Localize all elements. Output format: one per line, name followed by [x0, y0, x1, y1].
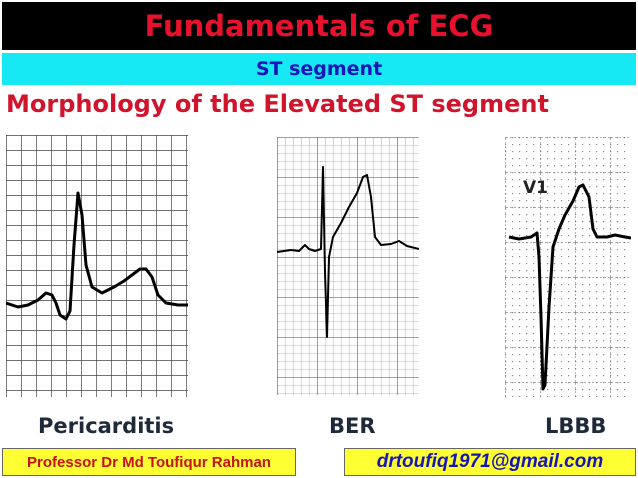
email-badge[interactable]: drtoufiq1971@gmail.com — [344, 448, 636, 476]
caption-lbbb: LBBB — [545, 414, 607, 438]
caption-ber: BER — [329, 414, 376, 438]
title-bar: Fundamentals of ECG — [2, 2, 636, 50]
author-badge: Professor Dr Md Toufiqur Rahman — [2, 448, 296, 476]
author-email[interactable]: drtoufiq1971@gmail.com — [376, 451, 604, 472]
author-name: Professor Dr Md Toufiqur Rahman — [27, 453, 271, 471]
ecg-trace-lbbb: V1 — [505, 137, 631, 397]
lead-label: V1 — [523, 178, 548, 198]
ecg-trace-ber — [277, 137, 419, 395]
slide-subtitle: ST segment — [255, 58, 383, 80]
slide-title: Fundamentals of ECG — [144, 9, 494, 43]
ecg-strip-ber — [277, 137, 419, 395]
subheader-bar: ST segment — [2, 53, 636, 85]
ecg-strip-lbbb: V1 — [505, 137, 631, 397]
section-heading: Morphology of the Elevated ST segment — [6, 90, 549, 118]
ecg-strip-pericarditis — [6, 135, 188, 397]
caption-pericarditis: Pericarditis — [38, 414, 175, 438]
ecg-trace-pericarditis — [6, 135, 188, 397]
